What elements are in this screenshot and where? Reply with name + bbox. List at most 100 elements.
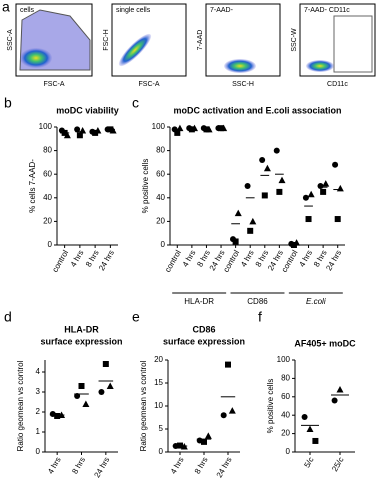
y-tick-label: 0 (36, 447, 41, 456)
point (244, 183, 251, 189)
flow-y-label: 7-AAD (197, 30, 204, 51)
flow-title: 7-AAD- (210, 7, 234, 14)
x-tick-label: 4 hrs (46, 456, 63, 476)
flow-plots (15, 3, 376, 77)
y-tick-label: 3 (36, 387, 41, 396)
y-axis-label: % positive cells (266, 379, 275, 434)
y-tick-label: 0 (286, 447, 291, 456)
point (74, 126, 81, 133)
point (204, 432, 212, 439)
point (176, 124, 184, 132)
y-tick-label: 10 (154, 401, 163, 410)
group-label: CD86 (247, 297, 268, 306)
point (174, 129, 181, 136)
y-axis-label: Ratio geomean vs control (16, 360, 25, 451)
density (224, 59, 256, 73)
y-tick-label: 0 (159, 447, 164, 456)
point (220, 412, 227, 419)
y-tick-label: 100 (152, 122, 166, 131)
point (78, 383, 85, 389)
point (98, 389, 105, 395)
y-tick-label: 80 (43, 146, 52, 155)
y-tick-label: 20 (154, 355, 163, 364)
y-tick-label: 80 (281, 374, 290, 383)
panel-label: b (4, 95, 12, 111)
y-tick-label: 40 (43, 193, 52, 202)
x-tick-label: control (50, 248, 70, 273)
point (54, 413, 61, 419)
point (312, 437, 319, 444)
point (307, 190, 315, 198)
y-tick-label: 60 (156, 169, 165, 178)
flow-title: cells (20, 7, 35, 14)
panel-label: c (132, 95, 139, 111)
x-tick-label: 4 hrs (297, 249, 314, 269)
point (301, 414, 308, 421)
point (273, 147, 280, 154)
y-tick-label: 40 (156, 193, 165, 202)
density (20, 48, 52, 68)
y-tick-label: 100 (277, 355, 291, 364)
y-tick-label: 60 (281, 392, 290, 401)
y-tick-label: 80 (156, 146, 165, 155)
x-tick-label: 24 hrs (97, 249, 116, 273)
point (102, 361, 109, 367)
point (302, 194, 309, 201)
point (320, 188, 327, 195)
flow-x-label: FSC-A (139, 81, 160, 88)
point (249, 217, 257, 225)
x-tick-label: 8 hrs (193, 456, 210, 476)
point (334, 216, 341, 223)
x-tick-label: 5/c (302, 456, 315, 470)
x-tick-label: 4 hrs (69, 249, 86, 269)
point (247, 227, 254, 234)
point (278, 176, 286, 184)
point (82, 400, 90, 407)
flow-title: single cells (116, 7, 151, 14)
y-axis-label: % cells 7-AAD- (28, 159, 37, 213)
y-tick-label: 40 (281, 410, 290, 419)
point (259, 157, 266, 164)
point (201, 438, 207, 445)
density (306, 60, 334, 72)
y-tick-label: 1 (36, 427, 41, 436)
point (336, 184, 344, 192)
y-tick-label: 60 (43, 169, 52, 178)
point (109, 127, 117, 134)
x-tick-label: 24 hrs (324, 249, 343, 273)
density (118, 33, 152, 67)
chart-title: moDC activation and E.coli association (173, 105, 341, 115)
point (305, 216, 312, 223)
x-tick-label: 4 hrs (169, 456, 186, 476)
y-tick-label: 4 (36, 367, 41, 376)
panel-label: d (4, 309, 12, 325)
x-tick-label: 24 hrs (92, 456, 111, 480)
chart-title: AF405+ moDC (294, 338, 356, 348)
point (263, 164, 271, 172)
gate (333, 15, 373, 73)
point (63, 131, 71, 139)
y-tick-label: 20 (281, 429, 290, 438)
point (106, 382, 114, 389)
chart-title: moDC viability (56, 105, 119, 115)
point (261, 192, 268, 199)
point (76, 132, 83, 139)
point (306, 425, 314, 432)
flow-x-label: CD11c (327, 81, 348, 88)
point (225, 361, 231, 368)
flow-title: 7-AAD- CD11c (304, 7, 350, 14)
flow-x-label: FSC-A (44, 81, 65, 88)
point (331, 397, 338, 404)
point (332, 161, 339, 168)
y-tick-label: 20 (43, 217, 52, 226)
y-axis-label: % positive cells (141, 159, 150, 214)
point (234, 209, 242, 217)
x-tick-label: 8 hrs (70, 456, 87, 476)
x-tick-label: control (163, 248, 183, 273)
x-tick-label: 24 hrs (215, 456, 234, 480)
flow-y-label: FSC-H (103, 29, 110, 50)
point (336, 385, 344, 393)
flow-x-label: SSC-H (232, 81, 254, 88)
chart-title: surface expression (163, 336, 245, 346)
